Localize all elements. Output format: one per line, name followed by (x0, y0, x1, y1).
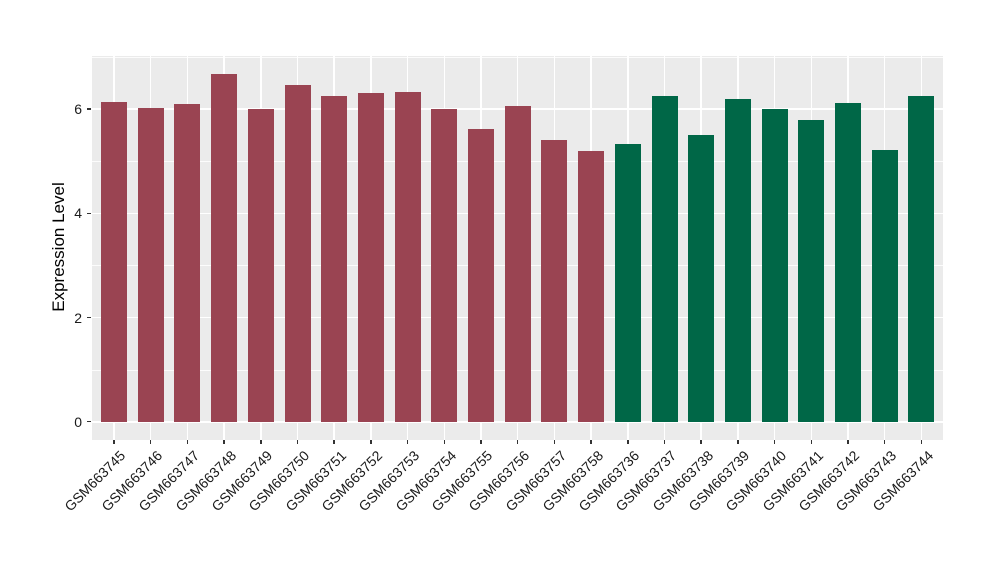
x-tick-mark (553, 440, 556, 444)
bar-GSM663743 (871, 149, 898, 422)
bar-GSM663744 (908, 95, 935, 422)
x-tick-mark (186, 440, 189, 444)
x-tick-mark (406, 440, 409, 444)
bar-GSM663749 (247, 109, 274, 422)
bar-GSM663736 (614, 144, 641, 422)
bar-GSM663739 (724, 99, 751, 422)
x-tick-mark (810, 440, 813, 444)
y-tick-label: 0 (74, 413, 82, 430)
plot-panel (92, 56, 943, 440)
bar-GSM663740 (761, 108, 788, 422)
x-tick-mark (700, 440, 702, 444)
x-tick-mark (333, 440, 335, 444)
bar-GSM663741 (798, 119, 825, 422)
x-tick-mark (296, 440, 299, 444)
x-tick-mark (847, 440, 849, 444)
x-tick-mark (627, 440, 629, 444)
x-tick-mark (737, 440, 739, 444)
bar-GSM663754 (431, 109, 458, 422)
bar-GSM663758 (578, 150, 605, 422)
bar-GSM663756 (504, 106, 531, 422)
y-tick-label: 4 (74, 205, 82, 222)
x-tick-mark (480, 440, 482, 444)
bar-GSM663746 (137, 108, 164, 422)
bar-GSM663752 (357, 92, 384, 422)
bar-GSM663751 (321, 95, 348, 422)
bar-GSM663738 (688, 134, 715, 422)
bar-GSM663753 (394, 92, 421, 422)
x-tick-mark (663, 440, 666, 444)
x-tick-mark (370, 440, 372, 444)
bar-GSM663737 (651, 96, 678, 422)
x-tick-mark (920, 440, 923, 444)
y-axis-title: Expression Level (49, 182, 68, 312)
y-tick-mark (87, 108, 91, 111)
y-tick-mark (87, 212, 91, 215)
y-tick-mark (87, 316, 91, 319)
x-tick-mark (443, 440, 446, 444)
y-tick-label: 6 (74, 101, 82, 118)
bar-GSM663750 (284, 85, 311, 422)
x-tick-mark (149, 440, 152, 444)
y-tick-mark (87, 420, 91, 423)
x-tick-mark (773, 440, 776, 444)
y-tick-label: 2 (74, 309, 82, 326)
x-tick-mark (516, 440, 519, 444)
x-tick-mark (590, 440, 592, 444)
x-tick-mark (223, 440, 225, 444)
bar-GSM663747 (174, 104, 201, 422)
x-tick-mark (260, 440, 262, 444)
bar-GSM663745 (101, 101, 127, 422)
x-tick-mark (883, 440, 886, 444)
x-tick-mark (113, 440, 115, 444)
bar-GSM663755 (468, 128, 494, 422)
bar-GSM663757 (541, 140, 568, 422)
bar-GSM663748 (211, 74, 238, 422)
bar-GSM663742 (835, 103, 861, 422)
